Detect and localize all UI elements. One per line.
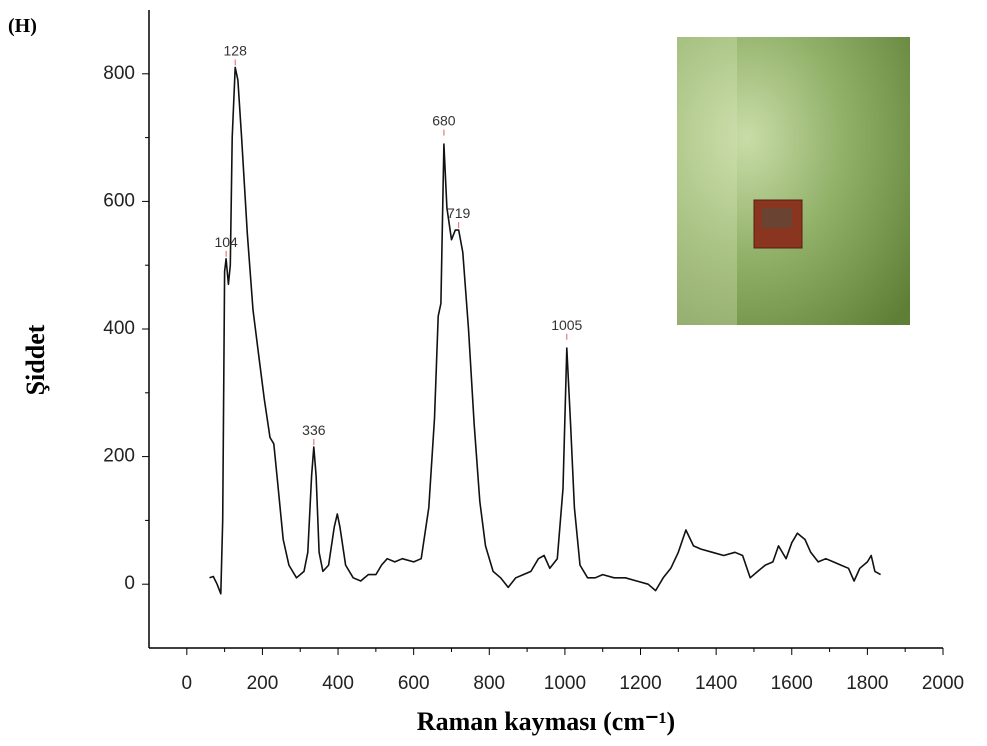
- x-tick-label: 400: [322, 673, 354, 694]
- x-tick-label: 1800: [846, 673, 888, 694]
- peak-label: 680: [432, 113, 456, 129]
- peak-label: 104: [214, 234, 238, 250]
- x-tick-label: 1000: [544, 673, 586, 694]
- y-tick-label: 800: [103, 63, 135, 84]
- x-tick-label: 2000: [922, 673, 964, 694]
- y-tick-label: 400: [103, 318, 135, 339]
- x-tick-label: 600: [398, 673, 430, 694]
- y-tick-label: 200: [103, 446, 135, 467]
- x-tick-label: 0: [182, 673, 193, 694]
- peak-label: 128: [224, 42, 248, 58]
- spectrum-line: [209, 66, 881, 595]
- x-tick-label: 1600: [771, 673, 813, 694]
- x-tick-label: 1200: [619, 673, 661, 694]
- peak-label: 336: [302, 422, 326, 438]
- peak-label: 719: [447, 205, 471, 221]
- panel-label: (H): [8, 15, 37, 37]
- x-axis-title: Raman kayması (cm⁻¹): [417, 707, 675, 736]
- x-tick-label: 200: [247, 673, 279, 694]
- y-tick-label: 0: [124, 573, 135, 594]
- y-tick-label: 600: [103, 190, 135, 211]
- x-tick-label: 800: [473, 673, 505, 694]
- y-axis-title: Şiddet: [21, 324, 50, 395]
- peak-label: 1005: [551, 317, 582, 333]
- x-tick-label: 1400: [695, 673, 737, 694]
- inset-photo: [677, 37, 910, 325]
